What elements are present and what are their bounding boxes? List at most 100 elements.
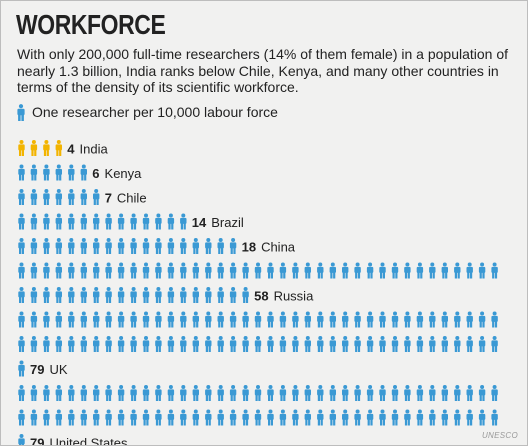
data-label: 58 Russia [254,289,314,304]
data-label: 79 UK [30,362,68,377]
person-icon [466,311,473,328]
person-icon [242,409,249,426]
person-icon [329,311,336,328]
person-icon [441,409,448,426]
person-icon [205,238,212,254]
person-icon [416,409,424,426]
person-icon [93,262,100,279]
person-icon [329,262,336,279]
person-icon [304,385,311,401]
person-icon [441,385,448,401]
person-icon [354,262,361,279]
person-icon [317,311,324,328]
person-icon [18,189,25,205]
person-icon [80,287,87,303]
person-icon [217,311,224,328]
person-icon [30,287,38,303]
person-icon [167,311,175,328]
data-label: 79 United States [30,436,128,446]
person-icon [18,434,25,445]
person-icon [391,409,399,426]
person-icon [117,336,125,352]
person-icon [30,311,38,328]
person-icon [229,385,237,401]
person-icon [416,262,424,279]
person-icon [242,385,249,401]
person-icon [217,385,224,401]
person-icon [43,189,50,205]
person-icon [30,238,38,254]
person-icon [43,409,50,426]
person-icon [55,311,62,328]
person-icon [342,409,349,426]
person-icon [68,385,75,401]
person-icon [142,213,150,230]
person-icon [229,287,237,303]
person-icon [105,336,112,352]
person-icon [366,336,374,352]
person-icon [304,262,311,279]
person-icon [105,287,112,303]
person-icon [304,311,311,328]
person-icon [317,409,324,426]
person-icon [105,262,112,279]
person-icon [366,262,374,279]
person-icon [155,336,162,352]
person-icon [117,238,125,254]
person-icon [454,336,461,352]
person-icon [142,287,150,303]
person-icon [55,189,62,205]
person-icon [192,336,199,352]
person-icon [43,164,50,181]
person-icon [142,238,150,254]
person-icon [454,409,461,426]
person-icon [342,262,349,279]
person-icon [180,262,187,279]
person-icon [267,311,274,328]
person-icon [55,409,62,426]
person-icon [478,336,486,352]
person-icon [142,262,150,279]
person-icon [192,287,199,303]
value-label: 14 [192,215,207,230]
value-label: 79 [30,436,44,446]
person-icon [142,385,150,401]
person-icon [30,213,38,230]
person-icon [466,336,473,352]
person-icon [429,262,436,279]
category-label: United States [49,436,128,446]
person-icon [441,262,448,279]
person-icon [217,262,224,279]
person-icon [254,409,262,426]
person-icon [429,336,436,352]
person-icon [205,336,212,352]
person-icon [18,140,25,156]
person-icon [68,238,75,254]
person-icon [416,336,424,352]
person-icon [130,336,137,352]
person-icon [454,385,461,401]
value-label: 79 [30,362,44,377]
person-icon [354,311,361,328]
person-icon [491,311,498,328]
category-label: Chile [117,191,147,206]
person-icon [242,262,249,279]
person-icon [18,409,25,426]
person-icon [155,287,162,303]
person-icon [117,213,125,230]
person-icon [242,311,249,328]
person-icon [80,409,87,426]
person-icon [254,336,262,352]
person-icon [441,336,448,352]
person-icon [167,409,175,426]
person-icon [93,409,100,426]
person-icon [105,311,112,328]
person-icon [155,385,162,401]
person-icon [454,311,461,328]
category-label: Russia [274,289,315,304]
value-label: 7 [105,191,112,206]
person-icon [105,385,112,401]
person-icon [229,409,237,426]
person-icon [267,336,274,352]
